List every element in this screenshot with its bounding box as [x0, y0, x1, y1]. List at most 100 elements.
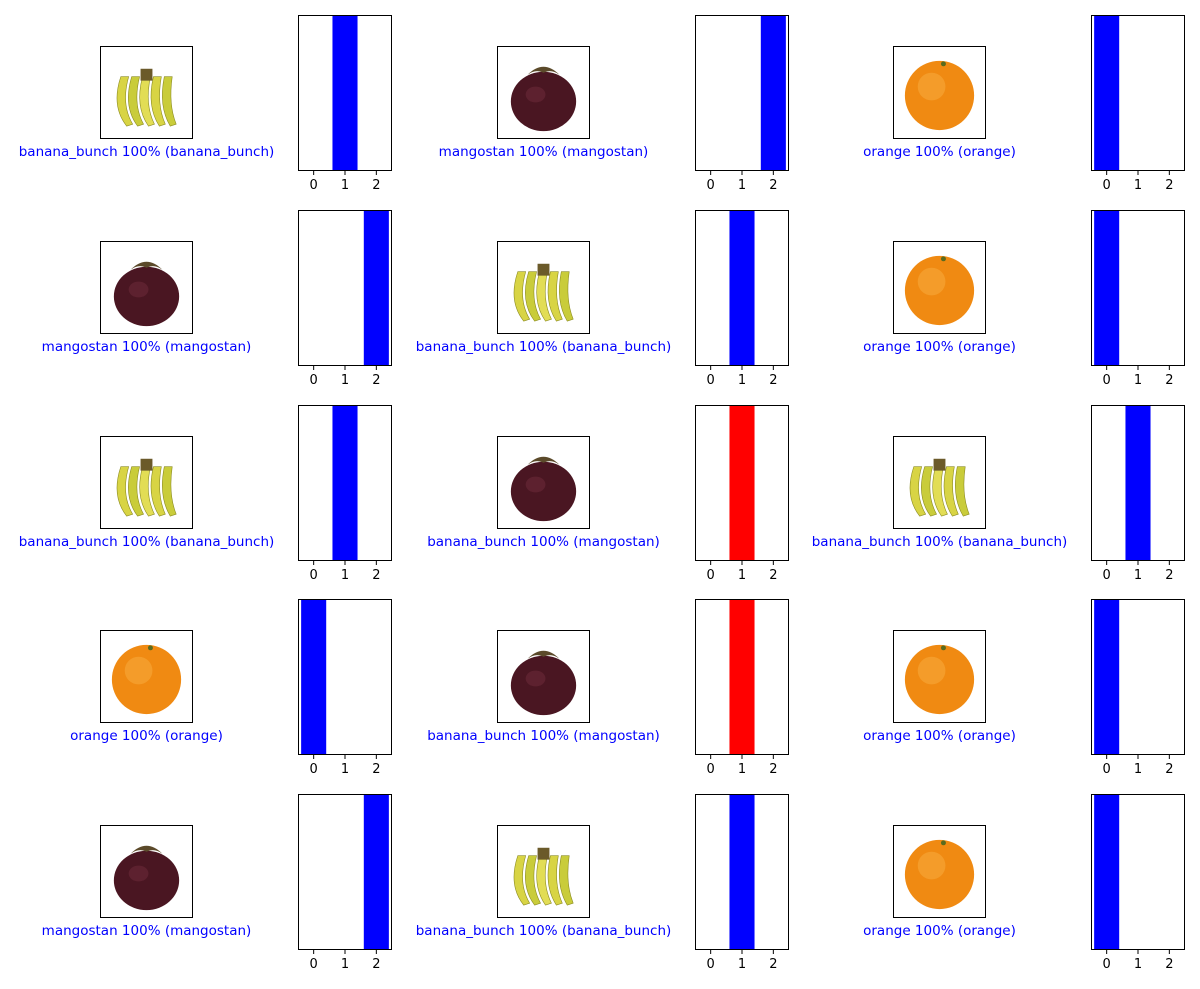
x-tick-label: 1: [1134, 957, 1142, 972]
axes-frame: [695, 15, 789, 171]
prediction-bar-chart: 0 1 2: [695, 210, 789, 388]
x-tick-label: 1: [341, 957, 349, 972]
orange-image: [100, 630, 193, 723]
prediction-caption: mangostan 100% (mangostan): [41, 923, 252, 939]
x-tick-label: 2: [769, 957, 777, 972]
orange-image: [893, 241, 986, 334]
x-tick-label: 2: [769, 568, 777, 583]
x-tick-label: 1: [341, 373, 349, 388]
axes-frame: [1091, 599, 1185, 755]
axes-frame: [298, 599, 392, 755]
orange-image: [893, 825, 986, 918]
prediction-bar-chart: 0 1 2: [1091, 599, 1185, 777]
prediction-caption: orange 100% (orange): [863, 923, 1016, 939]
prediction-caption: orange 100% (orange): [863, 339, 1016, 355]
prediction-bar-chart: 0 1 2: [298, 15, 392, 193]
x-tick-label: 1: [341, 568, 349, 583]
x-tick-label: 0: [707, 762, 715, 777]
x-tick-label: 2: [769, 762, 777, 777]
prediction-caption: orange 100% (orange): [70, 728, 223, 744]
banana-bunch-image: [100, 436, 193, 529]
bar-class-2: [363, 210, 389, 366]
bar-class-2: [760, 15, 786, 171]
x-tick-label: 0: [310, 957, 318, 972]
bar-class-1: [729, 794, 755, 950]
x-tick-label: 1: [1134, 762, 1142, 777]
x-tick-label: 0: [310, 568, 318, 583]
x-tick-label: 2: [1165, 568, 1173, 583]
x-tick-label: 2: [372, 373, 380, 388]
x-tick-label: 2: [769, 373, 777, 388]
prediction-caption: orange 100% (orange): [863, 728, 1016, 744]
bar-class-0: [1094, 15, 1120, 171]
prediction-caption: banana_bunch 100% (mangostan): [427, 534, 660, 550]
prediction-bar-chart: 0 1 2: [1091, 405, 1185, 583]
axes-frame: [298, 794, 392, 950]
axes-frame: [298, 15, 392, 171]
prediction-caption: banana_bunch 100% (banana_bunch): [415, 339, 672, 355]
axes-frame: [298, 405, 392, 561]
prediction-caption: banana_bunch 100% (banana_bunch): [18, 534, 275, 550]
prediction-caption: banana_bunch 100% (banana_bunch): [415, 923, 672, 939]
mangosteen-image: [497, 436, 590, 529]
prediction-caption: banana_bunch 100% (mangostan): [427, 728, 660, 744]
axes-frame: [695, 210, 789, 366]
prediction-bar-chart: 0 1 2: [298, 599, 392, 777]
axes-frame: [695, 794, 789, 950]
x-tick-label: 0: [1103, 178, 1111, 193]
axes-frame: [298, 210, 392, 366]
x-tick-label: 1: [1134, 178, 1142, 193]
x-tick-label: 0: [1103, 373, 1111, 388]
mangosteen-image: [497, 630, 590, 723]
x-tick-label: 2: [1165, 762, 1173, 777]
mangosteen-image: [100, 825, 193, 918]
bar-class-1: [332, 405, 358, 561]
axes-frame: [1091, 210, 1185, 366]
x-tick-label: 0: [1103, 957, 1111, 972]
prediction-caption: banana_bunch 100% (banana_bunch): [811, 534, 1068, 550]
axes-frame: [1091, 15, 1185, 171]
bar-class-0: [1094, 794, 1120, 950]
x-tick-label: 2: [372, 957, 380, 972]
bar-class-1: [729, 599, 755, 755]
x-tick-label: 1: [738, 568, 746, 583]
orange-image: [893, 630, 986, 723]
x-tick-label: 0: [310, 178, 318, 193]
x-tick-label: 0: [707, 178, 715, 193]
x-tick-label: 0: [707, 568, 715, 583]
prediction-caption: mangostan 100% (mangostan): [41, 339, 252, 355]
prediction-bar-chart: 0 1 2: [1091, 210, 1185, 388]
x-tick-label: 0: [1103, 762, 1111, 777]
prediction-bar-chart: 0 1 2: [695, 794, 789, 972]
x-tick-label: 1: [738, 957, 746, 972]
prediction-bar-chart: 0 1 2: [1091, 794, 1185, 972]
x-tick-label: 1: [738, 178, 746, 193]
prediction-caption: mangostan 100% (mangostan): [438, 144, 649, 160]
bar-class-1: [729, 210, 755, 366]
x-tick-label: 1: [738, 762, 746, 777]
prediction-bar-chart: 0 1 2: [695, 15, 789, 193]
bar-class-0: [301, 599, 327, 755]
axes-frame: [695, 599, 789, 755]
prediction-caption: orange 100% (orange): [863, 144, 1016, 160]
prediction-bar-chart: 0 1 2: [298, 405, 392, 583]
x-tick-label: 1: [738, 373, 746, 388]
mangosteen-image: [100, 241, 193, 334]
x-tick-label: 0: [707, 957, 715, 972]
prediction-caption: banana_bunch 100% (banana_bunch): [18, 144, 275, 160]
axes-frame: [1091, 405, 1185, 561]
axes-frame: [1091, 794, 1185, 950]
x-tick-label: 0: [707, 373, 715, 388]
x-tick-label: 1: [1134, 568, 1142, 583]
bar-class-2: [363, 794, 389, 950]
orange-image: [893, 46, 986, 139]
prediction-bar-chart: 0 1 2: [298, 794, 392, 972]
x-tick-label: 1: [1134, 373, 1142, 388]
banana-bunch-image: [100, 46, 193, 139]
prediction-bar-chart: 0 1 2: [695, 405, 789, 583]
prediction-bar-chart: 0 1 2: [1091, 15, 1185, 193]
x-tick-label: 2: [1165, 373, 1173, 388]
axes-frame: [695, 405, 789, 561]
x-tick-label: 1: [341, 762, 349, 777]
